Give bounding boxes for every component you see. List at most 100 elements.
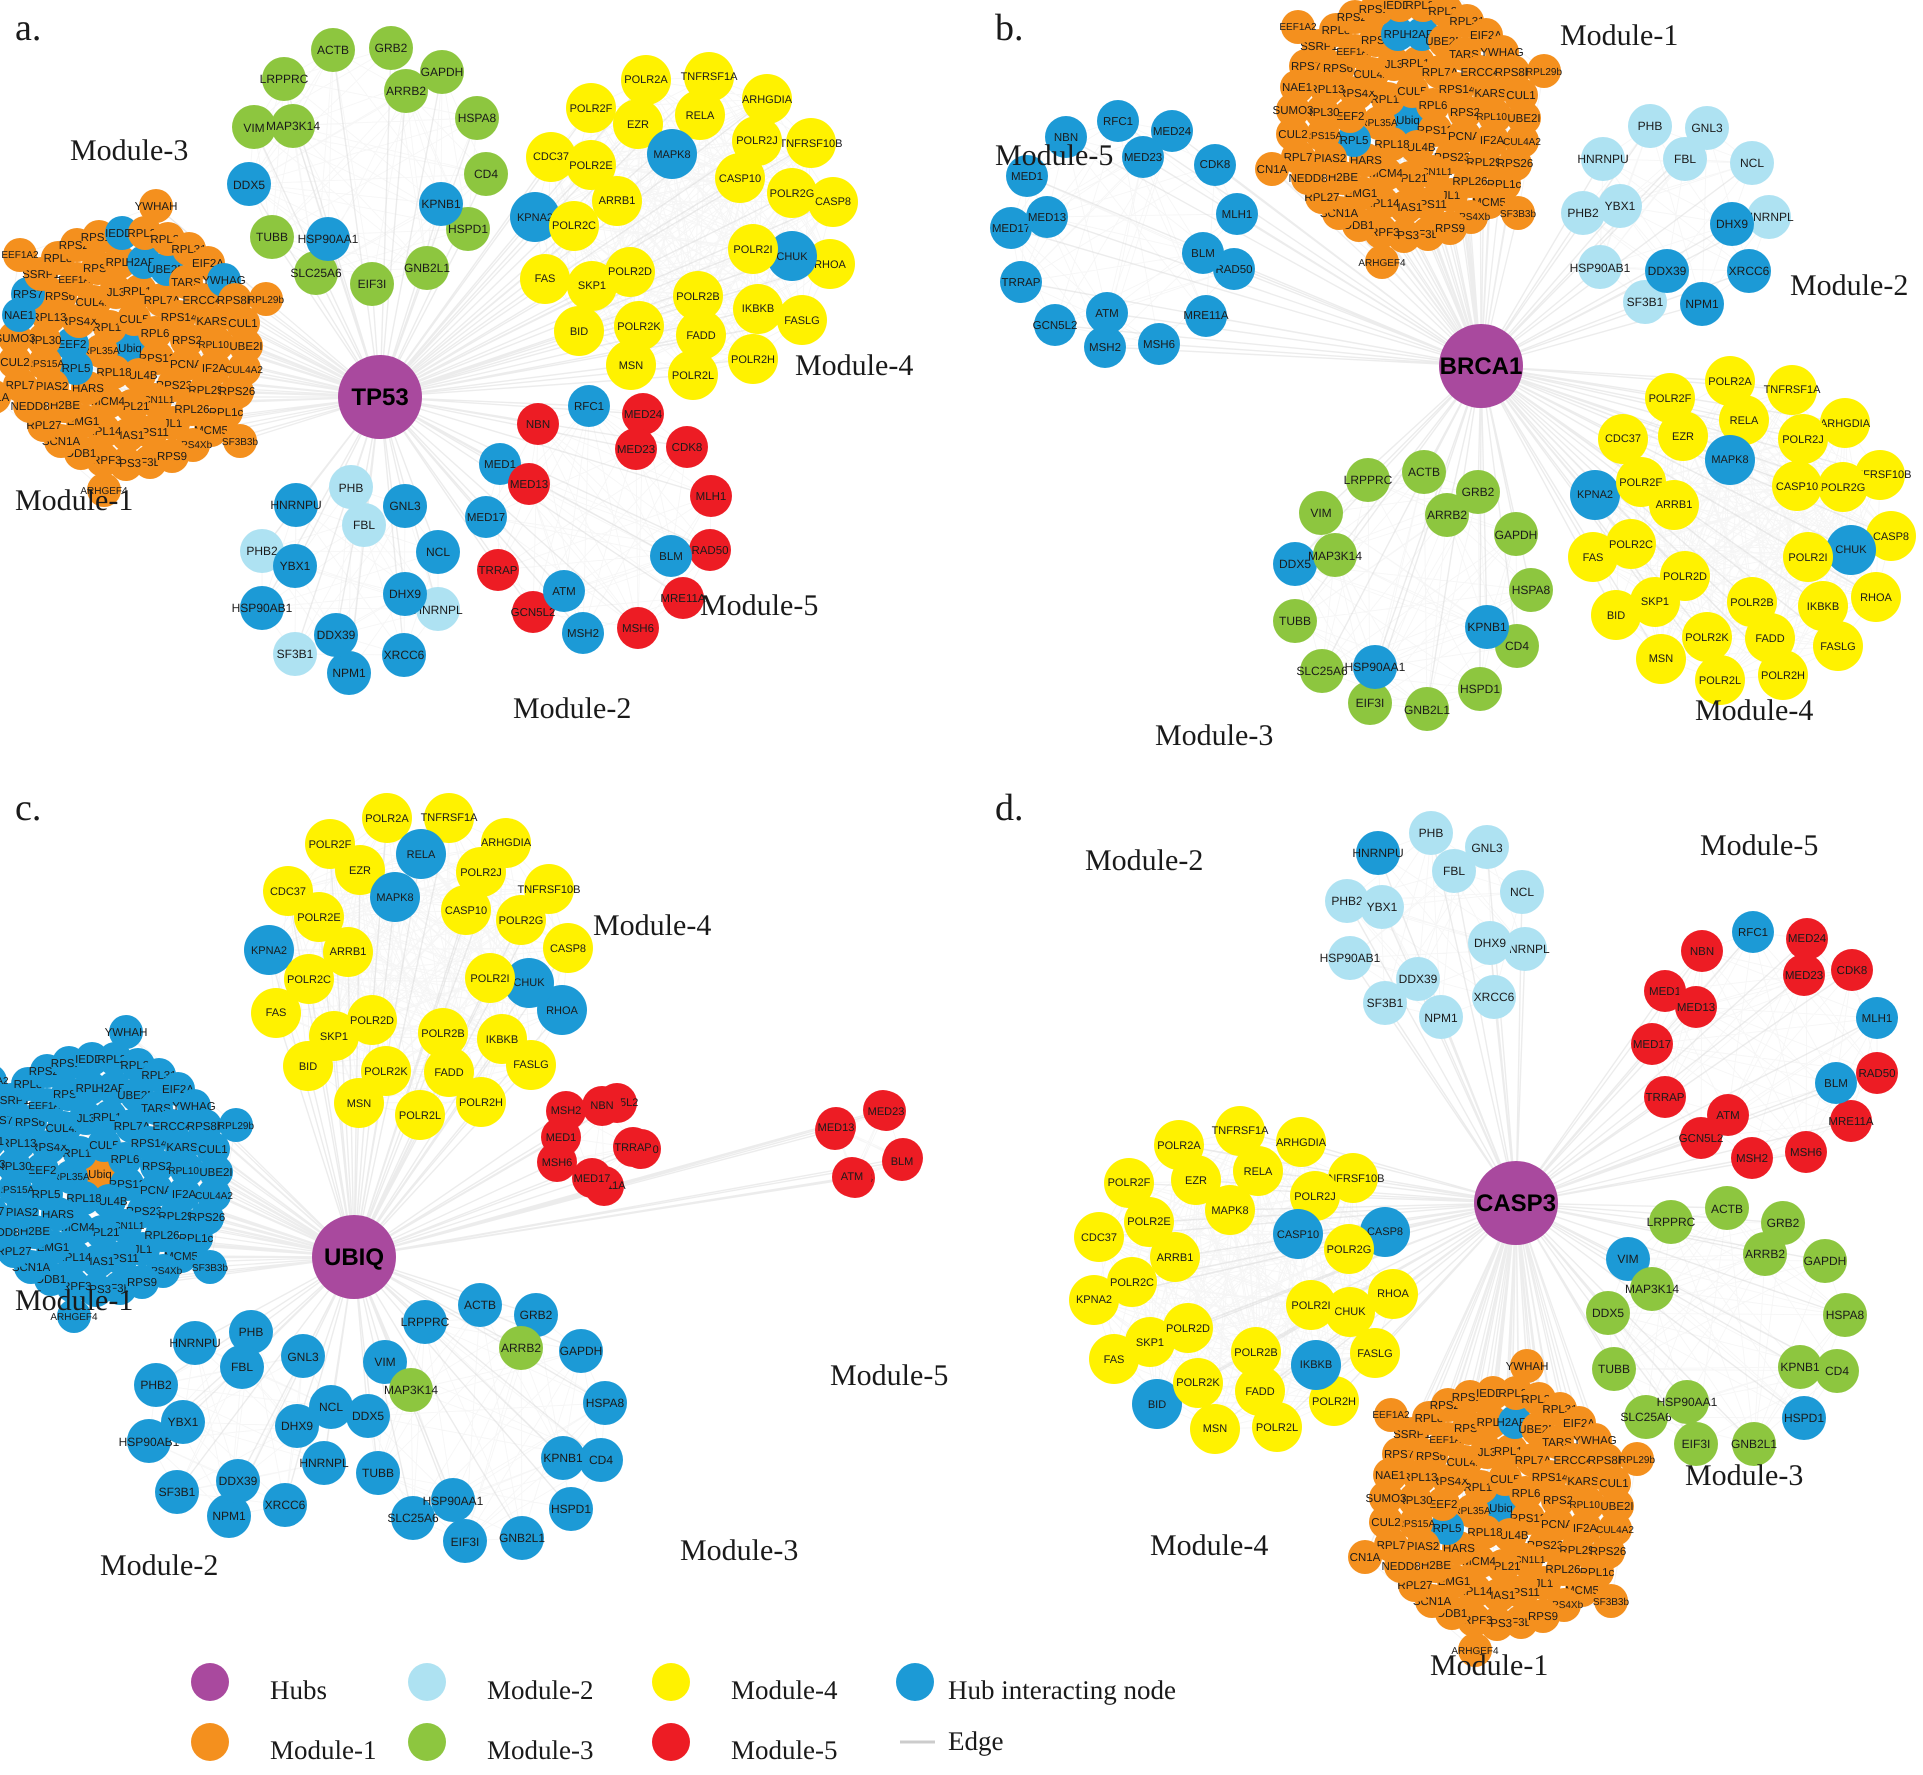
- svg-text:BID: BID: [570, 326, 588, 338]
- svg-text:POLR2K: POLR2K: [1176, 1377, 1220, 1389]
- svg-text:POLR2B: POLR2B: [676, 291, 719, 303]
- svg-text:VIM: VIM: [243, 121, 264, 135]
- svg-text:POLR2L: POLR2L: [399, 1110, 441, 1122]
- svg-text:PHB: PHB: [239, 1325, 264, 1339]
- svg-text:SLC25A6: SLC25A6: [290, 266, 342, 280]
- svg-text:SLC25A6: SLC25A6: [387, 1511, 439, 1525]
- svg-text:MSH6: MSH6: [1790, 1147, 1822, 1159]
- svg-text:MAP3K14: MAP3K14: [1625, 1282, 1679, 1296]
- svg-text:POLR2L: POLR2L: [1699, 675, 1741, 687]
- svg-text:POLR2I: POLR2I: [1788, 552, 1827, 564]
- svg-text:TUBB: TUBB: [1598, 1362, 1630, 1376]
- svg-text:PHB: PHB: [1419, 826, 1444, 840]
- svg-text:POLR2L: POLR2L: [672, 370, 714, 382]
- svg-text:RPL7: RPL7: [0, 1206, 4, 1218]
- svg-text:BID: BID: [299, 1061, 317, 1073]
- svg-text:FADD: FADD: [1245, 1386, 1274, 1398]
- svg-text:IKBKB: IKBKB: [486, 1034, 518, 1046]
- svg-text:LRPPRC: LRPPRC: [401, 1315, 450, 1329]
- svg-text:TUBB: TUBB: [1279, 614, 1311, 628]
- svg-text:CASP10: CASP10: [719, 173, 761, 185]
- svg-text:RAD50: RAD50: [691, 545, 728, 557]
- svg-text:UBE2I: UBE2I: [199, 1167, 232, 1179]
- svg-text:MAP3K14: MAP3K14: [1308, 549, 1362, 563]
- svg-text:GNB2L1: GNB2L1: [404, 261, 450, 275]
- svg-text:MAPK8: MAPK8: [376, 892, 413, 904]
- svg-text:MED13: MED13: [1677, 1002, 1715, 1014]
- svg-text:MLH1: MLH1: [1862, 1013, 1893, 1025]
- svg-text:POLR2A: POLR2A: [1157, 1140, 1201, 1152]
- svg-text:GAPDH: GAPDH: [421, 65, 464, 79]
- svg-text:RPL5: RPL5: [1340, 135, 1369, 147]
- svg-text:MED24: MED24: [1788, 933, 1827, 945]
- svg-text:KPNA2: KPNA2: [1076, 1294, 1112, 1306]
- svg-text:MED17: MED17: [1633, 1039, 1671, 1051]
- svg-text:UBE2I: UBE2I: [1600, 1501, 1633, 1513]
- svg-text:ARRB1: ARRB1: [1157, 1252, 1194, 1264]
- svg-text:EEF2: EEF2: [1336, 111, 1365, 123]
- svg-text:Module-4: Module-4: [593, 909, 711, 942]
- svg-text:GNB2L1: GNB2L1: [1404, 703, 1450, 717]
- svg-text:HSPD1: HSPD1: [448, 222, 488, 236]
- svg-text:CUL4A2: CUL4A2: [1503, 137, 1541, 148]
- svg-text:KPNB1: KPNB1: [1780, 1360, 1820, 1374]
- svg-text:RFC1: RFC1: [574, 401, 604, 413]
- svg-text:MSH2: MSH2: [567, 628, 599, 640]
- svg-text:Module-3: Module-3: [70, 134, 188, 167]
- svg-text:RPL5: RPL5: [62, 363, 91, 375]
- svg-text:NEDD8: NEDD8: [1289, 173, 1328, 185]
- svg-text:CUL1: CUL1: [198, 1144, 227, 1156]
- svg-text:RPL13: RPL13: [31, 312, 66, 324]
- svg-text:CASP8: CASP8: [1367, 1226, 1403, 1238]
- svg-text:HSPA8: HSPA8: [1826, 1308, 1865, 1322]
- svg-text:TNFRSF1A: TNFRSF1A: [1212, 1125, 1270, 1137]
- svg-text:POLR2D: POLR2D: [1663, 571, 1707, 583]
- svg-text:CN1A: CN1A: [1350, 1552, 1381, 1564]
- svg-text:PHB2: PHB2: [140, 1378, 172, 1392]
- svg-text:RHOA: RHOA: [814, 259, 846, 271]
- svg-text:FADD: FADD: [686, 330, 715, 342]
- svg-text:PHB2: PHB2: [1331, 894, 1363, 908]
- svg-text:BLM: BLM: [659, 551, 683, 563]
- svg-text:MED1: MED1: [1649, 986, 1681, 998]
- svg-text:RPL6: RPL6: [111, 1154, 140, 1166]
- svg-text:RAD50: RAD50: [1215, 264, 1252, 276]
- svg-text:PIAS2: PIAS2: [1314, 153, 1347, 165]
- svg-text:ATM: ATM: [1716, 1110, 1739, 1122]
- svg-text:Edge: Edge: [948, 1726, 1003, 1756]
- svg-text:Module-5: Module-5: [1700, 829, 1818, 862]
- svg-text:PHB2: PHB2: [246, 544, 278, 558]
- svg-text:SF3B3b: SF3B3b: [192, 1263, 229, 1274]
- svg-text:GCN5L2: GCN5L2: [511, 607, 556, 619]
- svg-text:RELA: RELA: [1244, 1166, 1273, 1178]
- svg-text:CUL4A2: CUL4A2: [225, 365, 263, 376]
- svg-text:Module-3: Module-3: [680, 1534, 798, 1567]
- svg-text:GNL3: GNL3: [389, 499, 421, 513]
- svg-text:YWHAH: YWHAH: [1506, 1361, 1549, 1373]
- svg-text:RPL26: RPL26: [174, 404, 209, 416]
- svg-text:NCL: NCL: [1510, 885, 1534, 899]
- svg-text:UBE2I: UBE2I: [1507, 113, 1540, 125]
- svg-text:CASP10: CASP10: [1277, 1229, 1319, 1241]
- svg-text:Hubs: Hubs: [270, 1675, 327, 1705]
- svg-text:RPL5: RPL5: [1433, 1523, 1462, 1535]
- svg-text:POLR2K: POLR2K: [364, 1066, 408, 1078]
- svg-text:POLR2B: POLR2B: [1730, 597, 1773, 609]
- svg-text:HSPD1: HSPD1: [551, 1502, 591, 1516]
- svg-text:KPNA2: KPNA2: [1577, 489, 1613, 501]
- svg-text:POLR2H: POLR2H: [1312, 1396, 1356, 1408]
- svg-text:Module-1: Module-1: [15, 1284, 133, 1317]
- svg-text:POLR2J: POLR2J: [736, 135, 778, 147]
- svg-text:MED24: MED24: [624, 409, 663, 421]
- svg-text:GAPDH: GAPDH: [1495, 528, 1538, 542]
- svg-text:TNFRSF10B: TNFRSF10B: [518, 884, 581, 896]
- svg-text:SUMO3: SUMO3: [1366, 1493, 1407, 1505]
- svg-text:b.: b.: [995, 7, 1024, 49]
- svg-text:NCL: NCL: [1740, 156, 1764, 170]
- svg-text:SKP1: SKP1: [578, 280, 606, 292]
- svg-text:KPNA2: KPNA2: [517, 212, 553, 224]
- svg-text:SF3B1: SF3B1: [159, 1485, 196, 1499]
- svg-text:POLR2D: POLR2D: [608, 266, 652, 278]
- svg-text:CUL1: CUL1: [1599, 1478, 1628, 1490]
- svg-text:HSP90AB1: HSP90AB1: [232, 601, 293, 615]
